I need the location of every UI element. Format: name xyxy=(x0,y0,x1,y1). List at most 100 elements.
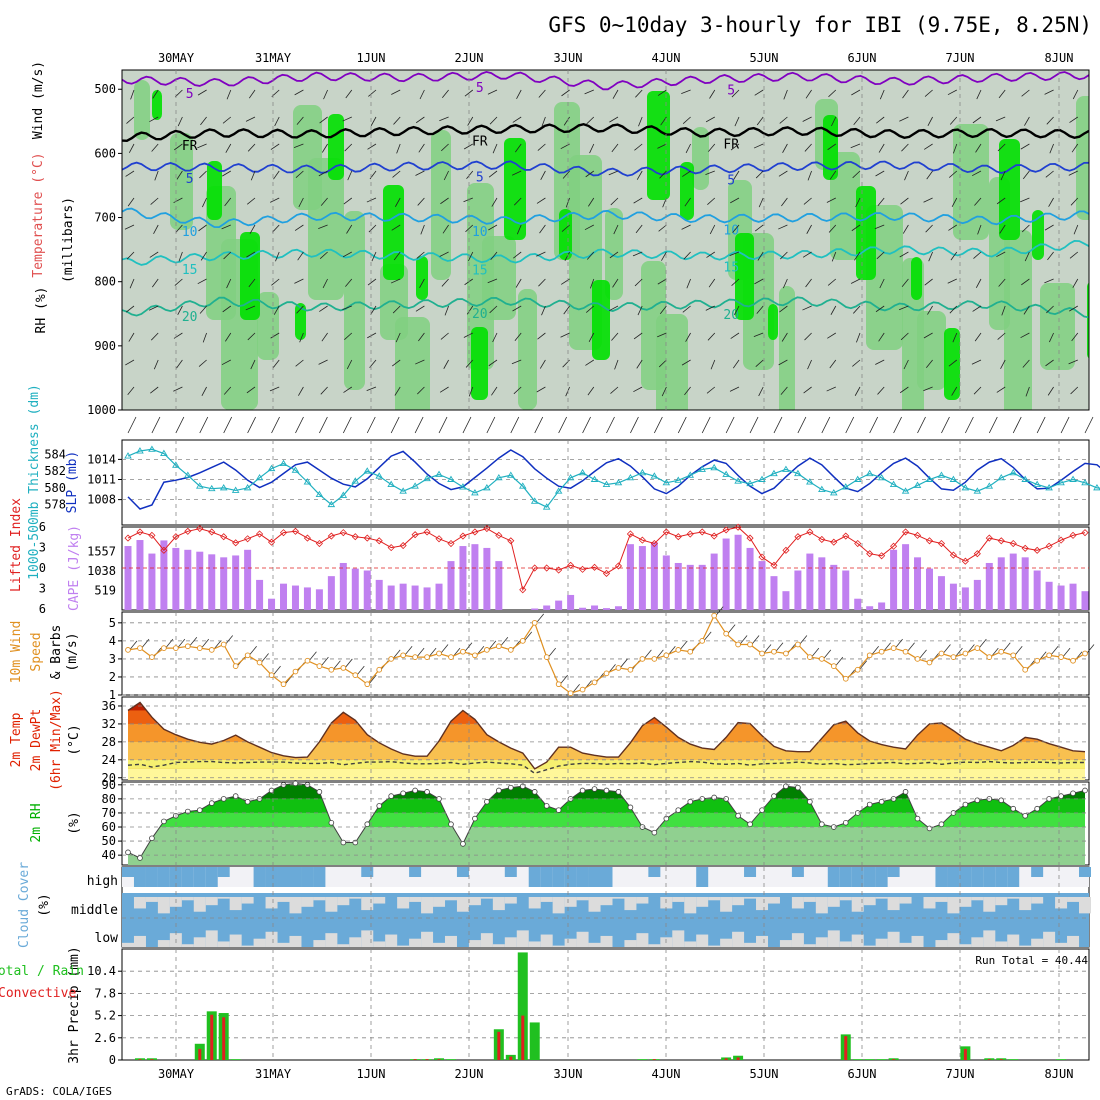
wind-speed-point xyxy=(783,650,789,657)
wind-barb xyxy=(127,386,135,396)
wind-barb xyxy=(366,197,377,203)
thickness-point xyxy=(1093,484,1100,491)
wind-barb xyxy=(272,359,280,369)
cloud-mid-cell xyxy=(791,897,804,909)
rh-moist-region xyxy=(170,133,193,230)
wind-speed-point xyxy=(998,648,1005,655)
cape-bar xyxy=(1057,585,1065,610)
contour-label: 20 xyxy=(182,310,198,325)
thickness-point xyxy=(124,452,132,459)
rh-point xyxy=(866,801,873,808)
wind-barb xyxy=(368,89,377,97)
rh-moist-region xyxy=(779,286,795,410)
rh-tick-label: 60 xyxy=(102,820,116,834)
cloud-low-cell xyxy=(528,941,541,947)
cloud-low-cell xyxy=(1031,938,1044,947)
cloud-high-cell xyxy=(193,867,206,887)
wind-barb xyxy=(1047,251,1054,261)
cloud-mid-cell xyxy=(205,897,218,906)
wind-barb xyxy=(899,116,909,122)
wind-barb xyxy=(705,170,715,175)
wind-barb xyxy=(975,278,982,289)
cloud-high-cell xyxy=(696,867,709,887)
wind-barb xyxy=(246,251,256,258)
wind-speed-point xyxy=(890,645,897,651)
wind-barb xyxy=(635,224,643,234)
cloud-mid-cell xyxy=(301,897,314,907)
surface-wind-barb xyxy=(1036,416,1046,434)
cloud-low-cell xyxy=(133,935,146,947)
cloud-low-cell xyxy=(516,930,529,947)
li-point xyxy=(782,546,790,554)
li-point xyxy=(758,553,766,561)
wind-barb xyxy=(948,170,958,178)
precip-total-bar xyxy=(230,1059,241,1060)
cloud-low-cell xyxy=(995,941,1008,947)
wind-barb xyxy=(1069,251,1079,259)
cloud-low-cell xyxy=(971,937,984,947)
cloud-high-cell xyxy=(791,867,804,877)
pressure-tick-label: 1000 xyxy=(87,403,116,417)
rh-saturated-region xyxy=(856,186,876,280)
cloud-high-cell xyxy=(947,867,960,887)
thickness-point xyxy=(447,475,455,482)
li-point xyxy=(985,534,993,542)
wind-barb xyxy=(634,278,643,287)
wind-speed-point xyxy=(878,648,885,655)
contour-label: 10 xyxy=(472,225,488,240)
surface-wind-barb xyxy=(295,416,304,434)
wind-barb xyxy=(463,332,473,338)
cloud-mid-cell xyxy=(600,897,613,906)
cape-bar xyxy=(315,589,323,610)
wind-speed-point xyxy=(304,657,311,664)
cape-bar xyxy=(830,564,838,610)
rh-point xyxy=(878,798,885,805)
precip-convective-legend: Convective xyxy=(0,986,76,1001)
cloud-mid-cell xyxy=(564,897,577,907)
wind-barb xyxy=(296,305,304,314)
precip-convective-bar xyxy=(413,1059,417,1060)
thickness-point xyxy=(853,475,862,482)
rh-point xyxy=(842,819,849,826)
wind-speed-point xyxy=(830,663,837,669)
rh-point xyxy=(400,790,406,797)
wind-barb xyxy=(977,224,982,235)
wind-barb xyxy=(225,143,232,153)
wind-barb xyxy=(779,116,788,124)
surface-wind-barb xyxy=(462,416,472,434)
wind-speed-point xyxy=(795,641,801,648)
wind-barb xyxy=(706,251,716,258)
wind-barb xyxy=(563,116,570,126)
wind-barb xyxy=(1071,143,1079,153)
cloud-high-cell xyxy=(181,867,194,887)
li-point xyxy=(351,533,359,541)
cloud-low-cell xyxy=(696,934,709,947)
surface-wind-barb xyxy=(749,416,759,434)
rh-saturated-region xyxy=(680,162,694,220)
rh-point xyxy=(747,821,753,828)
cloud-low-cell xyxy=(600,935,613,947)
li-point xyxy=(315,539,323,548)
rh-saturated-region xyxy=(416,256,428,300)
rh-moist-region xyxy=(692,127,709,190)
thickness-point xyxy=(375,472,384,479)
wind-barb xyxy=(440,197,449,205)
precip-convective-bar xyxy=(963,1048,967,1060)
li-point xyxy=(196,524,204,533)
cape-bar xyxy=(148,553,156,610)
temperature-contour xyxy=(122,70,1089,91)
wind-barb xyxy=(850,143,861,149)
cloud-mid-cell xyxy=(947,897,960,914)
wind-barb xyxy=(634,143,643,151)
wind-barb xyxy=(537,332,546,340)
rh-axis-label: RH (%) xyxy=(34,287,49,334)
wind-barb xyxy=(828,89,837,98)
surface-wind-barb xyxy=(175,416,185,434)
cross-section-fill: 5 5 5 FR FR FR 5 5 5 10 10 10 15 15 15 20 20 20 xyxy=(122,70,1089,410)
wind-barb xyxy=(391,89,401,95)
precip-convective-bar xyxy=(222,1017,226,1060)
wind-barb xyxy=(439,251,449,257)
temp-band xyxy=(128,768,1085,780)
wind-barb xyxy=(491,386,498,396)
wind-barb xyxy=(346,359,353,370)
